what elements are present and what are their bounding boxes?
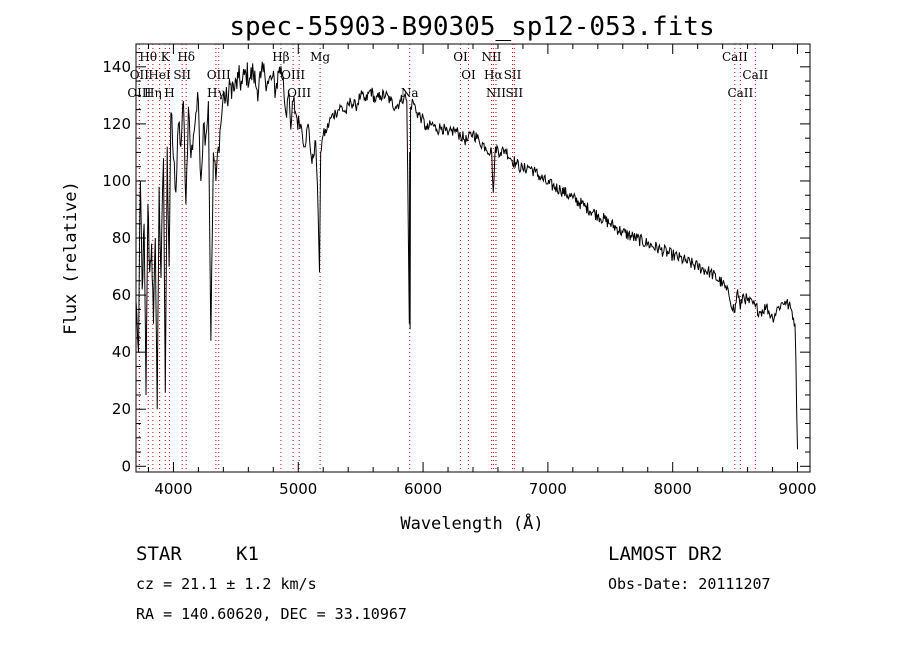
chart-title: spec-55903-B90305_sp12-053.fits [229, 12, 714, 42]
plot-frame [135, 43, 811, 473]
x-axis-label: Wavelength (Å) [400, 512, 543, 534]
line-marker-label: OIII [207, 68, 231, 82]
line-marker-label: CaII [722, 50, 748, 64]
line-marker-label: CaII [727, 86, 753, 100]
line-marker-label: K [161, 50, 171, 64]
coordinates-text: RA = 140.60620, DEC = 33.10967 [136, 605, 407, 623]
axis-ticks: 4000 5000 6000 7000 8000 9000 0 20 40 60 80 100 120 1… [102, 44, 817, 498]
line-marker-label: Hη [144, 86, 162, 100]
y-axis-label: Flux (relative) [61, 181, 81, 335]
line-marker-label: Hβ [272, 50, 289, 64]
x-tick-label: 7000 [529, 480, 567, 498]
line-marker-label: CaII [742, 68, 768, 82]
line-marker-label: SII [504, 68, 522, 82]
line-marker-label: H [164, 86, 174, 100]
y-tick-label: 60 [112, 286, 131, 304]
line-marker-label: OI [461, 68, 476, 82]
line-marker-label: Mg [310, 50, 330, 64]
line-marker-label: Hα [484, 68, 503, 82]
line-marker-label: SII [173, 68, 191, 82]
line-marker-label: NII [481, 50, 501, 64]
survey-name: LAMOST DR2 [608, 543, 722, 565]
y-tick-label: 20 [112, 400, 131, 418]
line-marker-label: Hγ [207, 86, 225, 100]
info-panel: STAR K1 cz = 21.1 ± 1.2 km/s RA = 140.60… [136, 543, 771, 623]
x-tick-label: 8000 [654, 480, 692, 498]
line-marker-label: NII [486, 86, 506, 100]
line-marker-label: OIII [127, 86, 151, 100]
y-tick-label: 140 [102, 58, 131, 76]
object-subclass: K1 [236, 543, 259, 565]
y-tick-label: 100 [102, 172, 131, 190]
y-tick-label: 120 [102, 115, 131, 133]
x-tick-label: 6000 [404, 480, 442, 498]
line-marker-label: Hθ [139, 50, 157, 64]
line-marker-label: OIII [281, 68, 305, 82]
line-marker-label: SII [505, 86, 523, 100]
line-marker-label: OIII [287, 86, 311, 100]
spectrum-line [135, 61, 798, 450]
y-tick-label: 80 [112, 229, 131, 247]
object-class: STAR [136, 543, 182, 565]
line-marker-label: Hδ [177, 50, 195, 64]
obs-date: Obs-Date: 20111207 [608, 575, 771, 593]
y-tick-label: 0 [121, 457, 131, 475]
line-marker-label: OI [453, 50, 468, 64]
y-tick-label: 40 [112, 343, 131, 361]
redshift-text: cz = 21.1 ± 1.2 km/s [136, 575, 317, 593]
line-marker-label: OII [130, 68, 150, 82]
x-tick-label: 5000 [279, 480, 317, 498]
x-tick-label: 9000 [778, 480, 816, 498]
x-tick-label: 4000 [154, 480, 192, 498]
line-marker-label: HeI [148, 68, 171, 82]
